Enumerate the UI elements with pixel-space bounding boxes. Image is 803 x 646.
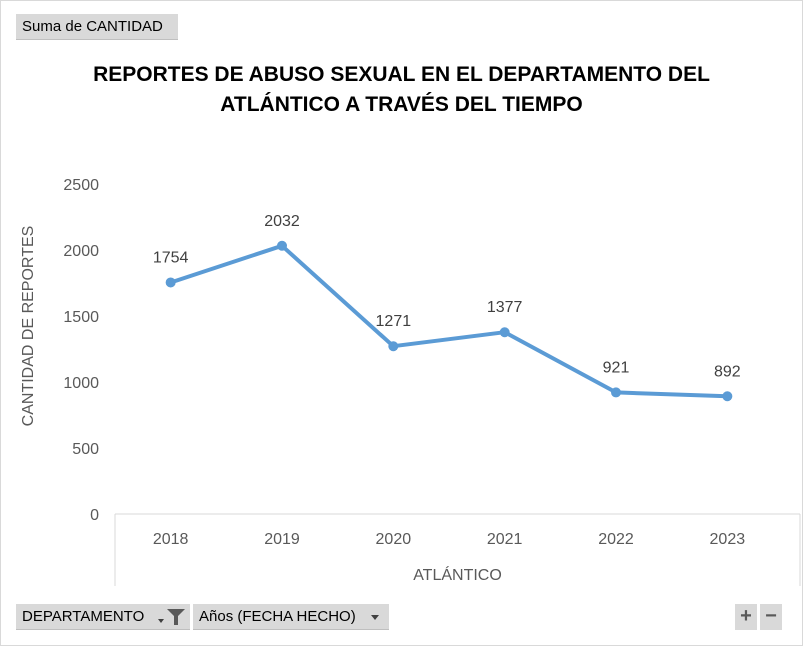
x-tick-label: 2019: [264, 531, 300, 548]
data-label: 892: [714, 363, 741, 380]
data-point: [611, 387, 621, 398]
y-tick-label: 2500: [63, 177, 99, 194]
x-tick-label: 2022: [598, 531, 634, 548]
department-filter-button[interactable]: DEPARTAMENTO: [16, 604, 190, 630]
expand-field-button[interactable]: +: [735, 604, 757, 630]
chart-title: REPORTES DE ABUSO SEXUAL EN EL DEPARTAME…: [60, 60, 743, 120]
series-line: [168, 243, 730, 399]
x-tick-label: 2018: [153, 531, 189, 548]
values-field-button[interactable]: Suma de CANTIDAD: [16, 14, 178, 40]
x-tick-label: 2021: [487, 531, 523, 548]
y-tick-label: 0: [90, 507, 99, 524]
years-axis-label: Años (FECHA HECHO): [199, 608, 356, 625]
filter-icon: [167, 609, 185, 625]
chevron-down-icon: [158, 619, 164, 623]
chart-title-line-1: REPORTES DE ABUSO SEXUAL EN EL DEPARTAME…: [93, 63, 710, 86]
data-point: [499, 327, 510, 338]
y-tick-label: 500: [72, 441, 99, 458]
x-axis-title: ATLÁNTICO: [413, 565, 502, 584]
data-point: [277, 240, 287, 251]
years-axis-button[interactable]: Años (FECHA HECHO): [193, 604, 389, 630]
collapse-field-button[interactable]: −: [760, 604, 782, 630]
data-point: [722, 391, 733, 402]
department-filter-label: DEPARTAMENTO: [22, 608, 145, 625]
x-tick-label: 2023: [710, 531, 746, 548]
y-tick-label: 1000: [63, 375, 99, 392]
data-point: [388, 341, 399, 352]
chevron-down-icon: [371, 615, 379, 620]
data-label: 1754: [153, 249, 189, 266]
data-label: 921: [603, 359, 630, 376]
y-axis-title: CANTIDAD DE REPORTES: [20, 226, 37, 427]
y-tick-label: 2000: [63, 243, 99, 260]
values-field-label: Suma de CANTIDAD: [22, 18, 163, 35]
data-label: 1271: [376, 313, 412, 330]
data-point: [165, 277, 176, 288]
data-label: 1377: [487, 299, 523, 316]
chart-title-line-2: ATLÁNTICO A TRAVÉS DEL TIEMPO: [220, 93, 583, 116]
y-tick-label: 1500: [63, 309, 99, 326]
x-tick-label: 2020: [376, 531, 412, 548]
data-label: 2032: [264, 213, 300, 230]
